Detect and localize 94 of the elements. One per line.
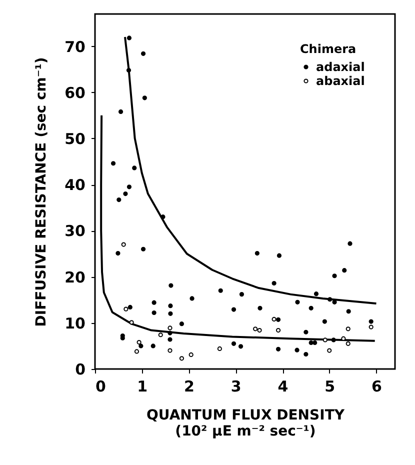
- point: [217, 346, 222, 352]
- point: [168, 283, 174, 288]
- point: [231, 307, 236, 312]
- point: [312, 340, 318, 346]
- x-tick-label: 0: [96, 378, 106, 396]
- point: [346, 309, 351, 314]
- point: [272, 280, 276, 286]
- line-series: [100, 114, 376, 342]
- x-axis-title: QUANTUM FLUX DENSITY (10² µE m⁻² sec⁻¹): [146, 408, 346, 440]
- point: [346, 326, 350, 332]
- x-tick-label: 1: [137, 378, 148, 396]
- point: [188, 352, 194, 358]
- x-tick-label: 5: [324, 378, 336, 396]
- point: [239, 292, 244, 297]
- y-tick-label: 0: [75, 360, 86, 378]
- point: [179, 356, 184, 361]
- line-series: [124, 36, 378, 305]
- point: [294, 348, 300, 352]
- point: [168, 311, 173, 316]
- point: [276, 328, 281, 333]
- point: [218, 288, 223, 293]
- point: [123, 192, 128, 196]
- point: [295, 300, 300, 304]
- point: [124, 306, 128, 312]
- point: [322, 338, 328, 342]
- point: [342, 268, 347, 273]
- point: [168, 348, 172, 353]
- point: [314, 292, 319, 296]
- point: [158, 332, 163, 338]
- point: [121, 242, 126, 247]
- y-tick-label: 30: [64, 222, 86, 240]
- point: [332, 274, 337, 278]
- point: [308, 306, 314, 310]
- point: [118, 109, 124, 114]
- point: [116, 250, 120, 256]
- point: [168, 330, 172, 336]
- point: [254, 250, 260, 256]
- point: [238, 344, 244, 349]
- point: [128, 304, 132, 310]
- point: [368, 319, 374, 324]
- point: [152, 300, 156, 305]
- point: [126, 184, 132, 190]
- point: [322, 319, 327, 324]
- point: [150, 344, 156, 348]
- point: [327, 348, 332, 353]
- y-tick-label: 60: [64, 84, 86, 102]
- point: [142, 96, 147, 100]
- x-tick-label: 2: [184, 378, 194, 396]
- y-tick-label: 40: [64, 176, 86, 194]
- point: [132, 166, 137, 170]
- point: [304, 330, 308, 334]
- point: [126, 36, 132, 40]
- point: [168, 337, 172, 342]
- point: [168, 326, 172, 330]
- point: [276, 253, 282, 258]
- point: [110, 161, 116, 166]
- point: [331, 338, 336, 342]
- point: [368, 324, 374, 330]
- legend-label: abaxial: [316, 74, 365, 88]
- y-tick-label: 10: [64, 314, 86, 332]
- point: [304, 352, 308, 357]
- point: [276, 346, 281, 352]
- point: [258, 306, 262, 310]
- point: [116, 198, 122, 202]
- point: [272, 316, 276, 322]
- point: [253, 326, 258, 332]
- point: [308, 340, 314, 346]
- point: [129, 320, 134, 325]
- x-tick-label: 3: [230, 378, 242, 396]
- point: [140, 51, 146, 56]
- y-tick-label: 70: [64, 38, 86, 56]
- point: [160, 214, 166, 220]
- point: [168, 304, 173, 308]
- y-tick-label: 20: [64, 268, 86, 286]
- point: [257, 328, 262, 333]
- point: [179, 322, 184, 326]
- x-tick-label: 4: [278, 378, 288, 396]
- legend-title: Chimera: [300, 42, 356, 56]
- point: [190, 296, 194, 301]
- point: [276, 317, 281, 322]
- point: [126, 68, 132, 73]
- x-tick-label: 6: [372, 378, 382, 396]
- y-axis-title: DIFFUSIVE RESISTANCE (sec cm⁻¹): [34, 57, 50, 327]
- point: [152, 310, 156, 316]
- point: [136, 340, 142, 345]
- point: [346, 341, 350, 346]
- legend-label: adaxial: [316, 60, 365, 74]
- point: [134, 349, 140, 354]
- point: [328, 297, 332, 302]
- point: [138, 344, 144, 348]
- y-tick-label: 50: [64, 130, 86, 148]
- point: [348, 241, 352, 246]
- point: [140, 246, 146, 252]
- point: [231, 341, 236, 346]
